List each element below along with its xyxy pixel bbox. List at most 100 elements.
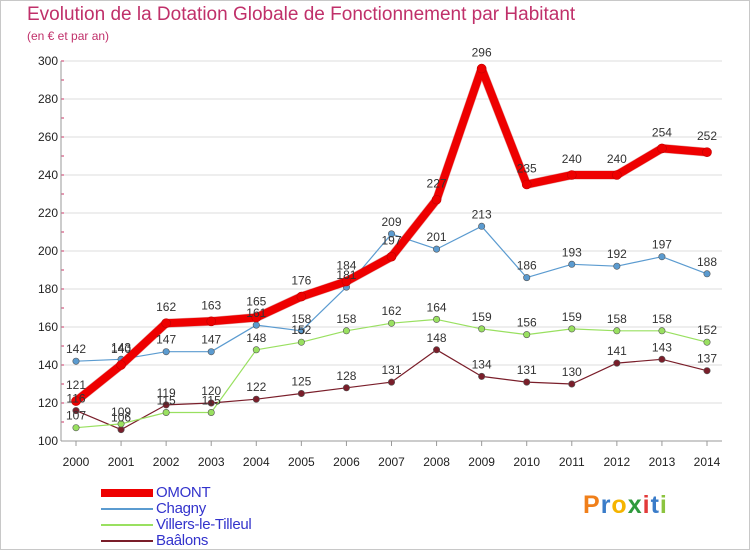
data-label: 162 xyxy=(381,304,401,318)
data-point xyxy=(613,262,621,270)
data-point xyxy=(613,359,621,367)
data-point xyxy=(207,348,215,356)
data-label: 125 xyxy=(291,375,311,389)
data-label: 176 xyxy=(291,274,311,288)
data-label: 161 xyxy=(246,306,266,320)
chart-title: Evolution de la Dotation Globale de Fonc… xyxy=(27,4,576,25)
y-tick-label: 220 xyxy=(38,206,58,220)
data-label: 134 xyxy=(472,357,492,371)
data-label: 115 xyxy=(157,394,176,408)
data-point xyxy=(162,408,170,416)
y-tick-label: 280 xyxy=(38,92,58,106)
data-label: 116 xyxy=(66,392,85,406)
data-label: 240 xyxy=(607,152,627,166)
x-tick-label: 2003 xyxy=(198,455,225,469)
y-tick-label: 200 xyxy=(38,244,58,258)
data-label: 141 xyxy=(607,344,627,358)
data-label: 201 xyxy=(427,230,447,244)
data-label: 143 xyxy=(652,340,672,354)
data-point xyxy=(386,251,397,262)
data-label: 188 xyxy=(697,255,717,269)
y-tick-label: 180 xyxy=(38,282,58,296)
legend-label-chagny: Chagny xyxy=(156,500,206,517)
data-label: 147 xyxy=(201,333,221,347)
data-point xyxy=(296,291,307,302)
data-point xyxy=(252,346,260,354)
data-label: 162 xyxy=(156,300,176,314)
data-label: 107 xyxy=(66,409,86,423)
data-point xyxy=(612,170,622,180)
line-chart: 100 120 140 160 180 200 220 240 260 280 300 2000 200… xyxy=(38,46,722,469)
data-point xyxy=(431,194,442,205)
legend-swatch-omont xyxy=(101,489,153,497)
data-point xyxy=(72,407,80,415)
data-point xyxy=(297,327,305,335)
legend-swatch-villers-le-tilleul xyxy=(101,524,153,526)
data-label: 143 xyxy=(111,340,131,354)
data-point xyxy=(71,396,81,406)
data-label: 115 xyxy=(202,394,221,408)
x-tick-label: 2008 xyxy=(423,455,450,469)
data-label: 197 xyxy=(381,234,401,248)
data-label: 156 xyxy=(517,316,537,330)
data-point xyxy=(297,338,305,346)
logo-letter: t xyxy=(650,491,660,519)
x-tick-label: 2014 xyxy=(694,455,721,469)
data-label: 164 xyxy=(427,300,447,314)
data-point xyxy=(433,346,441,354)
data-label: 120 xyxy=(201,384,221,398)
data-point xyxy=(568,325,576,333)
x-tick-label: 2012 xyxy=(604,455,631,469)
data-label: 122 xyxy=(246,380,266,394)
data-point xyxy=(521,179,532,190)
data-point xyxy=(297,389,305,397)
data-point xyxy=(613,327,621,335)
data-point xyxy=(658,253,666,261)
data-point xyxy=(162,348,170,356)
logo-letter: P xyxy=(583,491,601,519)
data-point xyxy=(702,147,712,157)
data-label: 235 xyxy=(517,162,537,176)
data-label: 296 xyxy=(472,46,492,60)
x-tick-label: 2001 xyxy=(108,455,135,469)
data-label: 193 xyxy=(562,245,582,259)
data-label: 131 xyxy=(517,363,537,377)
data-label: 227 xyxy=(427,177,447,191)
data-label: 159 xyxy=(562,310,582,324)
data-point xyxy=(117,420,125,428)
legend-label-omont: OMONT xyxy=(156,484,211,501)
x-tick-label: 2009 xyxy=(468,455,495,469)
data-point xyxy=(478,325,486,333)
data-point xyxy=(387,319,395,327)
data-label: 106 xyxy=(111,411,131,425)
data-point xyxy=(478,222,486,230)
data-label: 130 xyxy=(562,365,582,379)
data-label: 148 xyxy=(427,331,447,345)
data-label: 186 xyxy=(517,259,537,273)
x-tick-label: 2006 xyxy=(333,455,360,469)
data-point xyxy=(658,327,666,335)
data-point xyxy=(72,424,80,432)
data-label: 163 xyxy=(201,298,221,312)
x-tick-label: 2005 xyxy=(288,455,315,469)
legend-label-baalons: Baâlons xyxy=(156,532,209,549)
legend-label-villers-le-tilleul: Villers-le-Tilleul xyxy=(156,516,252,533)
data-label: 158 xyxy=(336,312,356,326)
data-label: 121 xyxy=(66,378,86,392)
y-tick-label: 260 xyxy=(38,130,58,144)
data-label: 137 xyxy=(697,352,717,366)
data-label: 184 xyxy=(336,258,356,272)
data-point xyxy=(251,312,262,323)
data-point xyxy=(523,378,531,386)
data-point xyxy=(72,357,80,365)
x-tick-label: 2004 xyxy=(243,455,270,469)
logo-letter: i xyxy=(642,491,651,519)
data-label: 148 xyxy=(246,331,266,345)
x-tick-label: 2011 xyxy=(559,455,585,469)
data-label: 254 xyxy=(652,125,672,139)
data-label: 128 xyxy=(336,369,356,383)
data-label: 240 xyxy=(562,152,582,166)
x-tick-label: 2010 xyxy=(513,455,540,469)
data-point xyxy=(207,399,215,407)
